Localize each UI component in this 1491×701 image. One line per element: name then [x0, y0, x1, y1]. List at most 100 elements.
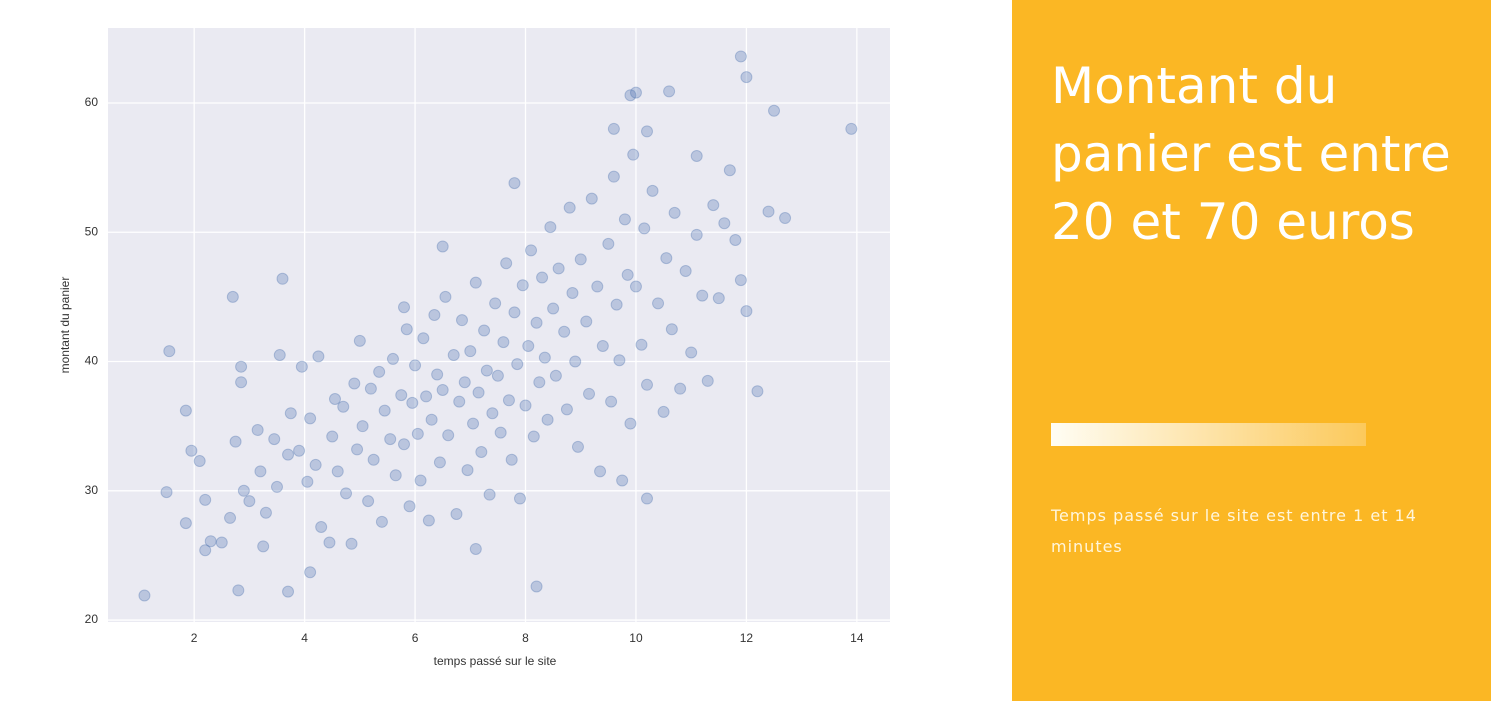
point: [525, 244, 538, 257]
point: [331, 465, 344, 478]
point: [351, 443, 364, 456]
point: [679, 265, 692, 278]
point: [420, 390, 433, 403]
point: [433, 456, 446, 469]
point: [544, 221, 557, 234]
point: [602, 237, 615, 250]
point: [607, 170, 620, 183]
point: [469, 542, 482, 555]
point: [483, 488, 496, 501]
point: [549, 369, 562, 382]
point: [491, 369, 504, 382]
point: [425, 413, 438, 426]
point: [422, 514, 435, 527]
point: [618, 213, 631, 226]
point: [428, 308, 441, 321]
point: [519, 399, 532, 412]
point: [293, 444, 306, 457]
point: [607, 122, 620, 135]
point: [734, 50, 747, 63]
point: [508, 306, 521, 319]
point: [450, 508, 463, 521]
point: [594, 465, 607, 478]
point: [845, 122, 858, 135]
point: [163, 345, 176, 358]
point: [489, 297, 502, 310]
point: [304, 412, 317, 425]
point: [585, 192, 598, 205]
point: [199, 544, 212, 557]
point: [486, 407, 499, 420]
point: [574, 253, 587, 266]
point: [389, 469, 402, 482]
point: [596, 340, 609, 353]
point: [690, 149, 703, 162]
point: [431, 368, 444, 381]
point: [723, 164, 736, 177]
point: [533, 376, 546, 389]
point: [464, 345, 477, 358]
plot-area: [108, 28, 890, 622]
point: [282, 585, 295, 598]
point: [229, 435, 242, 448]
point: [652, 297, 665, 310]
point: [472, 386, 485, 399]
point: [530, 580, 543, 593]
point: [215, 536, 228, 549]
point: [453, 395, 466, 408]
point: [629, 280, 642, 293]
point: [707, 199, 720, 212]
point: [254, 465, 267, 478]
point: [406, 396, 419, 409]
point: [494, 426, 507, 439]
point: [497, 336, 510, 349]
point: [469, 276, 482, 289]
point: [605, 395, 618, 408]
point: [610, 298, 623, 311]
y-tick-label: 50: [85, 224, 99, 238]
point: [284, 407, 297, 420]
point: [356, 420, 369, 433]
point: [657, 405, 670, 418]
point: [337, 400, 350, 413]
point: [295, 360, 308, 373]
chart: temps passé sur le site montant du panie…: [58, 28, 890, 668]
point: [762, 205, 775, 218]
point: [665, 323, 678, 336]
point: [613, 354, 626, 367]
point: [345, 537, 358, 550]
point: [237, 484, 250, 497]
point: [580, 315, 593, 328]
point: [541, 413, 554, 426]
point: [641, 125, 654, 138]
point: [442, 429, 455, 442]
point: [204, 535, 217, 548]
point: [185, 444, 198, 457]
panel-title: Montant du panier est entre 20 et 70 eur…: [1051, 57, 1451, 251]
point: [516, 279, 529, 292]
point: [226, 290, 239, 303]
point: [505, 453, 518, 466]
x-tick-label: 14: [850, 631, 864, 645]
point: [740, 305, 753, 318]
point: [251, 424, 264, 437]
point: [768, 104, 781, 117]
point: [403, 500, 416, 513]
point: [312, 350, 325, 363]
point: [558, 325, 571, 338]
point: [718, 217, 731, 230]
point: [461, 464, 474, 477]
point: [729, 234, 742, 247]
point: [646, 184, 659, 197]
point: [527, 430, 540, 443]
point: [259, 506, 272, 519]
point: [660, 252, 673, 265]
point: [199, 493, 212, 506]
point: [409, 359, 422, 372]
point: [179, 517, 192, 530]
point: [455, 314, 468, 327]
point: [436, 383, 449, 396]
y-axis-label: montant du panier: [58, 277, 72, 374]
point: [395, 389, 408, 402]
